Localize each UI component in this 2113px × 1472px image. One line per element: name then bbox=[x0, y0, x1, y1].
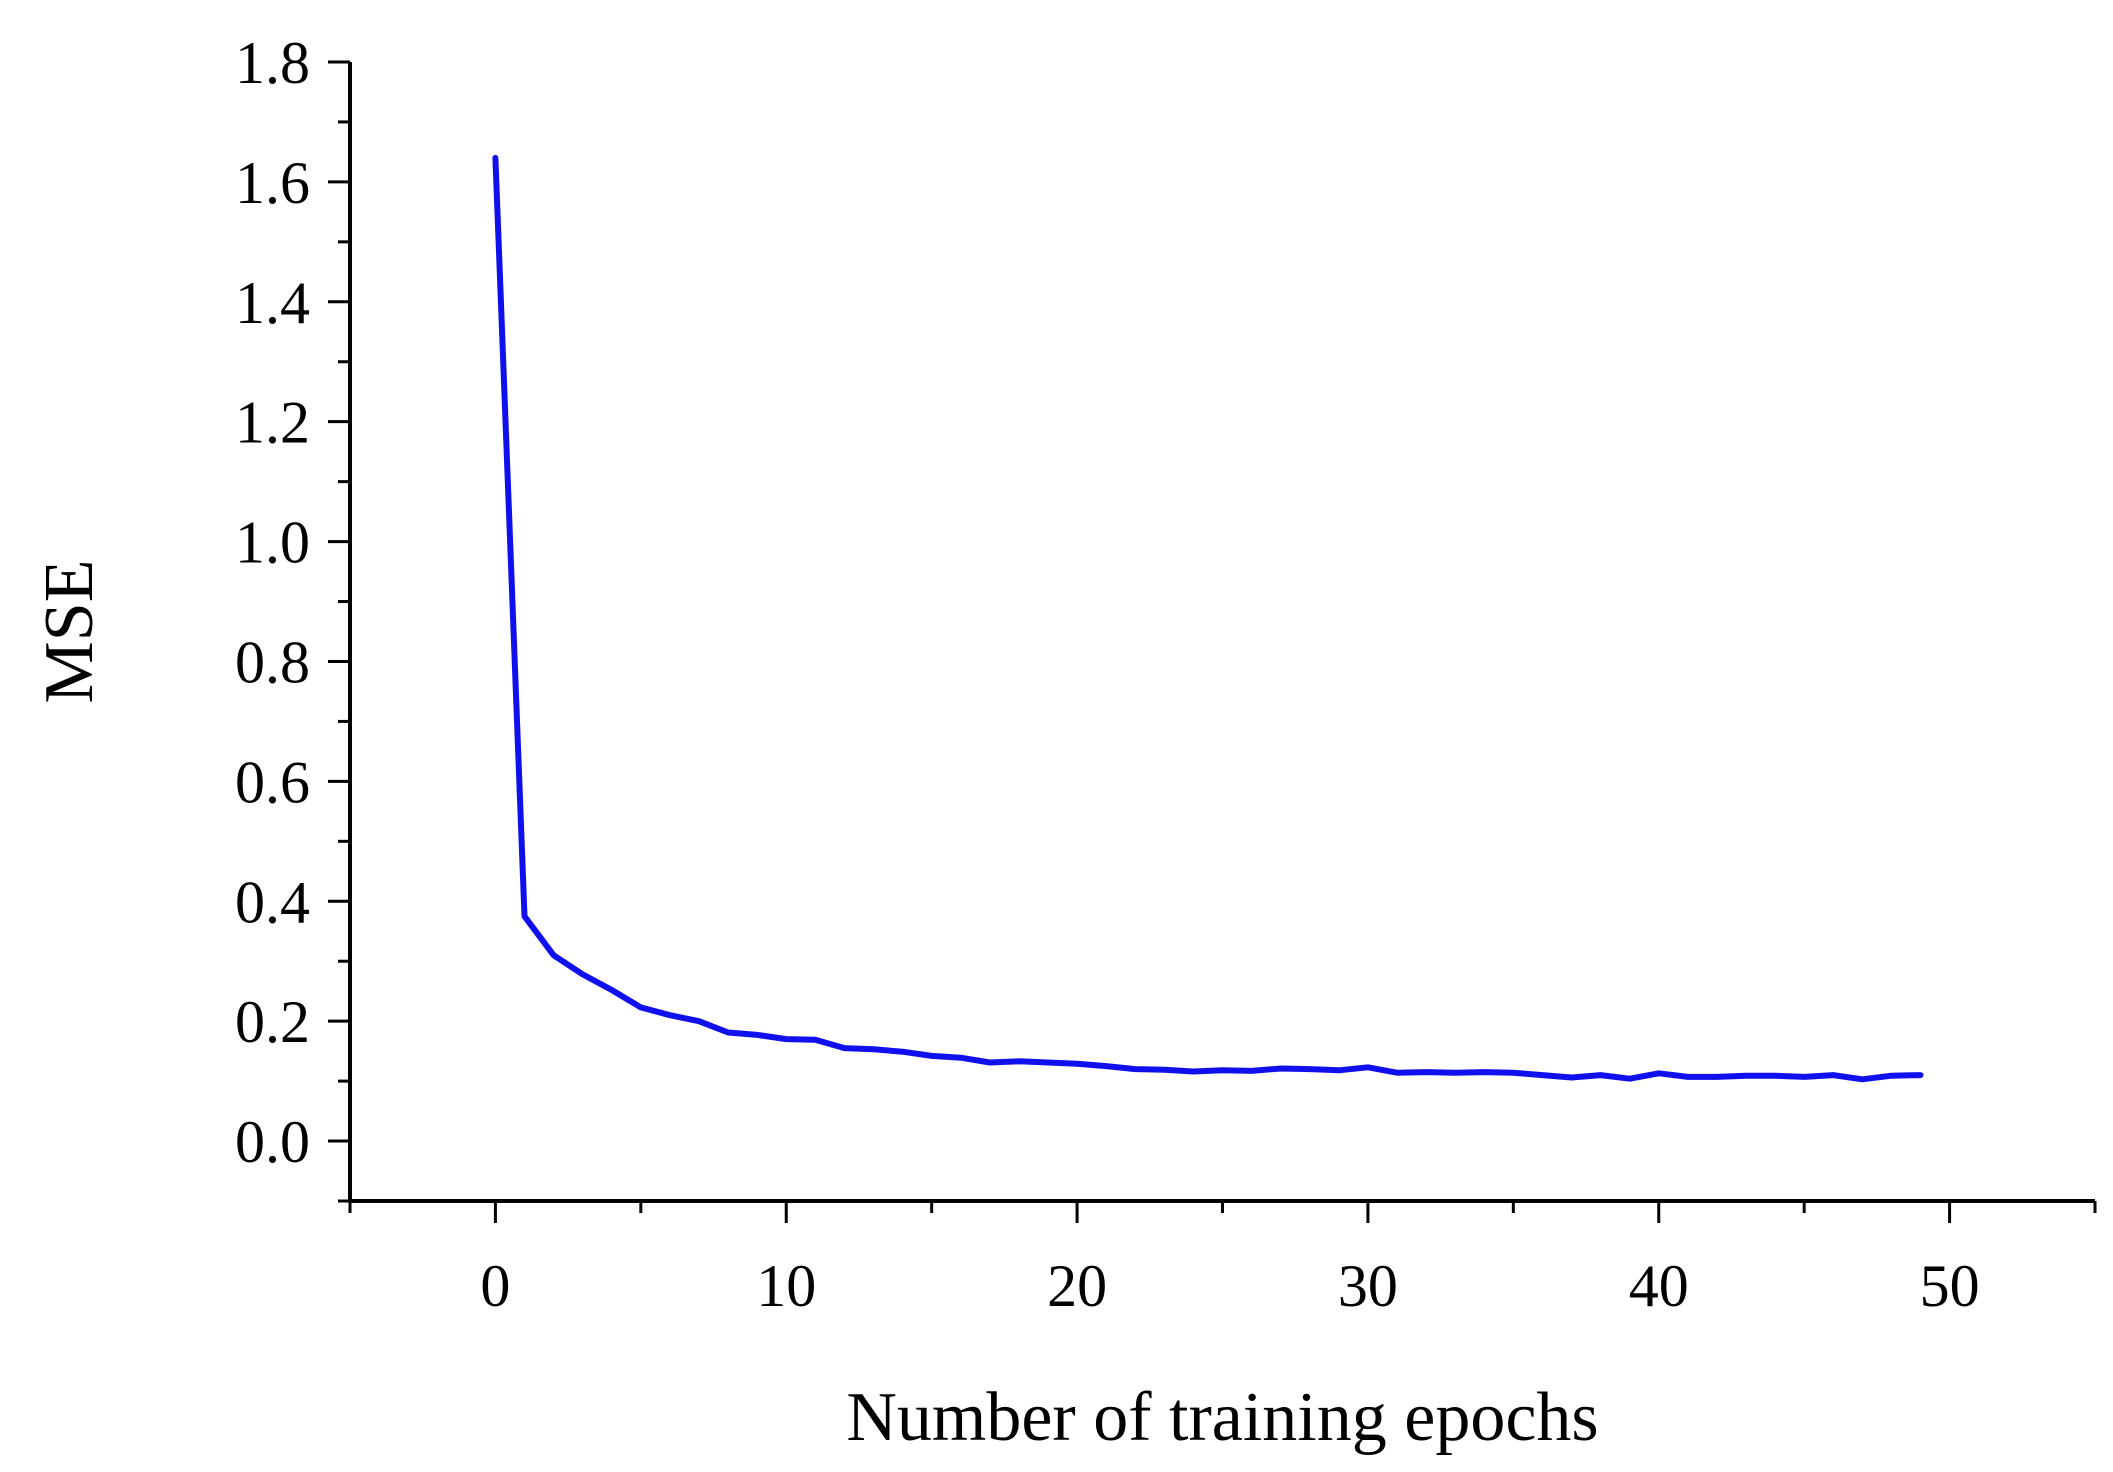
y-tick-label: 0.6 bbox=[235, 749, 310, 815]
y-axis-ticks: 0.0 0.2 0.4 0.6 0.8 1.0 1.2 1.4 1.6 1.8 bbox=[235, 30, 350, 1203]
y-axis-title: MSE bbox=[31, 560, 108, 704]
x-tick-label: 40 bbox=[1629, 1253, 1689, 1319]
series-layer bbox=[492, 154, 1924, 1083]
axes bbox=[348, 62, 2095, 1203]
x-tick-label: 50 bbox=[1920, 1253, 1980, 1319]
x-axis-title: Number of training epochs bbox=[846, 1379, 1598, 1456]
x-tick-label: 0 bbox=[480, 1253, 510, 1319]
y-tick-label: 1.0 bbox=[235, 510, 310, 576]
y-tick-label: 0.0 bbox=[235, 1109, 310, 1175]
y-tick-label: 1.6 bbox=[235, 150, 310, 216]
x-tick-label: 10 bbox=[756, 1253, 816, 1319]
y-tick-label: 1.2 bbox=[235, 390, 310, 456]
series-line-0 bbox=[492, 154, 1924, 1083]
x-tick-label: 30 bbox=[1338, 1253, 1398, 1319]
y-tick-label: 0.2 bbox=[235, 989, 310, 1055]
y-tick-label: 1.4 bbox=[235, 270, 310, 336]
y-tick-label: 0.8 bbox=[235, 629, 310, 695]
x-tick-label: 20 bbox=[1047, 1253, 1107, 1319]
y-tick-label: 1.8 bbox=[235, 30, 310, 96]
y-tick-label: 0.4 bbox=[235, 869, 310, 935]
x-axis-ticks: 0 10 20 30 40 50 bbox=[348, 1201, 2097, 1319]
